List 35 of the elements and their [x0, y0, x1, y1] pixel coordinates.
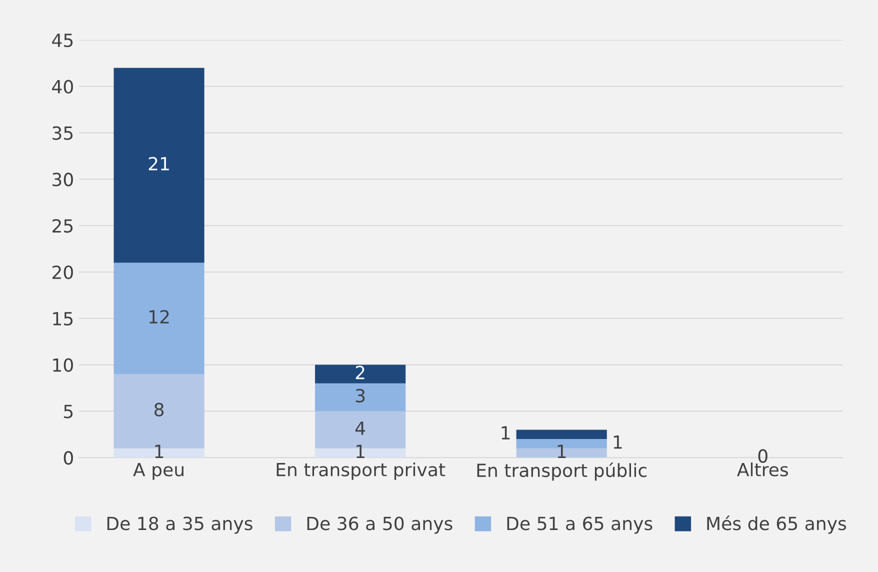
data-label: 1 [155, 444, 164, 458]
x-tick-label: En transport privat [276, 462, 446, 480]
legend-label: De 18 a 35 anys [107, 516, 252, 534]
bar [315, 364, 406, 384]
data-label: 1 [502, 426, 510, 440]
y-tick-label: 25 [52, 219, 73, 233]
data-label: 21 [148, 156, 169, 170]
y-tick-label: 35 [52, 126, 73, 140]
data-label: 1 [558, 444, 566, 458]
data-label: 3 [356, 388, 365, 403]
y-tick-label: 20 [52, 265, 73, 280]
data-label: 1 [356, 444, 364, 458]
bar [114, 262, 204, 374]
x-tick-label: Altres [737, 462, 788, 476]
x-tick-label: En transport públic [477, 462, 647, 481]
data-label: 12 [150, 310, 169, 324]
bar [315, 383, 406, 412]
x-tick-label: A peu [133, 463, 184, 480]
y-tick-label: 5 [64, 404, 73, 418]
data-label: 2 [356, 366, 364, 380]
y-tick-label: 45 [52, 34, 73, 48]
data-label: 1 [614, 436, 622, 449]
legend-label: De 51 a 65 anys [507, 516, 652, 534]
bar [114, 68, 204, 263]
legend-label: Més de 65 anys [707, 516, 846, 534]
data-label: 0 [758, 449, 768, 463]
data-label: 8 [154, 402, 164, 416]
y-tick-label: 15 [53, 312, 73, 326]
data-label: 4 [355, 422, 366, 435]
y-tick-label: 30 [52, 172, 73, 186]
legend-label: De 36 a 50 anys [307, 516, 452, 534]
y-tick-label: 10 [53, 358, 73, 372]
y-tick-label: 0 [64, 451, 73, 465]
y-tick-label: 40 [52, 80, 73, 94]
bar [516, 430, 607, 440]
